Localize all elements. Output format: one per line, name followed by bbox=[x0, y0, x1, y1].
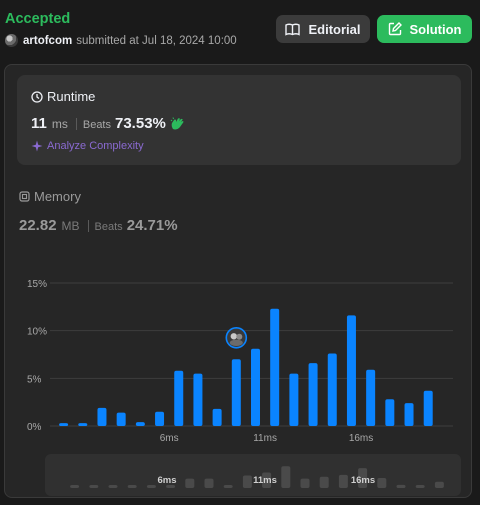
histogram-bar[interactable] bbox=[308, 363, 318, 426]
navigator-tick-label: 6ms bbox=[157, 475, 176, 486]
navigator-bar bbox=[358, 468, 368, 488]
histogram-bar[interactable] bbox=[366, 369, 376, 426]
book-icon bbox=[285, 23, 301, 36]
navigator-bar bbox=[396, 484, 406, 488]
navigator-bar bbox=[185, 478, 195, 488]
runtime-metric: 11 ms Beats 73.53% bbox=[31, 115, 185, 132]
runtime-beats-value: 73.53% bbox=[115, 115, 166, 132]
x-tick-label: 11ms bbox=[253, 433, 277, 444]
navigator-bar bbox=[223, 485, 233, 488]
histogram-bar[interactable] bbox=[289, 373, 299, 426]
y-tick-label: 15% bbox=[27, 279, 47, 290]
histogram-bar[interactable] bbox=[270, 308, 280, 426]
clock-icon bbox=[31, 90, 43, 103]
navigator-chart[interactable]: 6ms 11ms 16ms bbox=[45, 454, 461, 496]
histogram-bar[interactable] bbox=[385, 399, 395, 426]
editorial-label: Editorial bbox=[308, 21, 361, 37]
navigator-bar bbox=[415, 485, 425, 488]
navigator-bar bbox=[204, 478, 214, 488]
y-tick-label: 0% bbox=[27, 422, 42, 433]
histogram-bar[interactable] bbox=[78, 423, 88, 426]
metric-divider bbox=[75, 117, 77, 130]
histogram-bar[interactable] bbox=[251, 348, 260, 426]
memory-beats-label: Beats bbox=[94, 221, 123, 233]
navigator-bar bbox=[377, 478, 387, 488]
navigator-bar bbox=[300, 478, 310, 488]
histogram-bar[interactable] bbox=[423, 390, 433, 426]
navigator-bar bbox=[89, 485, 99, 488]
navigator-bar bbox=[166, 485, 176, 488]
memory-beats-value: 24.71% bbox=[126, 217, 178, 234]
navigator-bar bbox=[242, 475, 252, 488]
histogram-bar[interactable] bbox=[97, 407, 107, 426]
memory-value: 22.82 bbox=[19, 217, 57, 234]
submitted-text: submitted at Jul 18, 2024 10:00 bbox=[76, 34, 237, 47]
navigator-bar bbox=[319, 476, 329, 488]
solution-label: Solution bbox=[409, 21, 462, 37]
solution-button[interactable]: Solution bbox=[377, 15, 472, 43]
navigator-bar bbox=[338, 474, 348, 488]
navigator-tick-label: 16ms bbox=[351, 475, 375, 486]
status-accepted: Accepted bbox=[5, 11, 71, 27]
histogram-bar[interactable] bbox=[155, 411, 165, 426]
chip-icon bbox=[19, 191, 30, 202]
sparkle-icon bbox=[31, 140, 43, 152]
histogram-bar[interactable] bbox=[135, 422, 145, 426]
navigator-bar bbox=[70, 485, 80, 488]
memory-metric: 22.82 MB Beats 24.71% bbox=[19, 217, 178, 234]
runtime-value: 11 bbox=[31, 115, 47, 132]
runtime-beats-label: Beats bbox=[82, 119, 111, 131]
runtime-distribution-chart[interactable]: 0%5%10%15%6ms 11ms 16ms bbox=[5, 65, 473, 455]
histogram-bar[interactable] bbox=[193, 373, 203, 426]
x-tick-label: 16ms bbox=[349, 433, 373, 444]
navigator-bar bbox=[108, 485, 118, 488]
navigator-bar bbox=[127, 485, 137, 488]
navigator-bar bbox=[262, 472, 272, 488]
memory-unit: MB bbox=[61, 219, 80, 233]
runtime-title-label: Runtime bbox=[47, 89, 96, 104]
runtime-title: Runtime bbox=[31, 89, 95, 104]
runtime-card[interactable]: Runtime 11 ms Beats 73.53% Analyze Compl… bbox=[17, 75, 461, 165]
username-link[interactable]: artofcom bbox=[23, 34, 73, 47]
result-panel: Runtime 11 ms Beats 73.53% Analyze Compl… bbox=[4, 64, 472, 498]
submission-info: artofcom submitted at Jul 18, 2024 10:00 bbox=[5, 34, 237, 47]
user-submission-marker[interactable] bbox=[225, 326, 248, 349]
histogram-bar[interactable] bbox=[174, 370, 184, 426]
runtime-unit: ms bbox=[51, 117, 68, 131]
analyze-complexity-link[interactable]: Analyze Complexity bbox=[31, 140, 144, 152]
navigator-tick-label: 11ms bbox=[253, 475, 277, 486]
y-tick-label: 10% bbox=[27, 327, 47, 338]
x-tick-label: 6ms bbox=[160, 433, 179, 444]
memory-title[interactable]: Memory bbox=[19, 189, 81, 204]
navigator-bar bbox=[146, 485, 156, 488]
histogram-bar[interactable] bbox=[116, 412, 126, 426]
avatar[interactable] bbox=[5, 34, 18, 47]
edit-icon bbox=[388, 22, 402, 36]
histogram-bar[interactable] bbox=[231, 359, 241, 426]
analyze-label: Analyze Complexity bbox=[47, 140, 144, 152]
navigator-bar bbox=[281, 466, 291, 488]
metric-divider bbox=[87, 219, 89, 232]
histogram-bar[interactable] bbox=[404, 403, 414, 426]
histogram-bar[interactable] bbox=[346, 315, 356, 426]
histogram-bar[interactable] bbox=[59, 423, 69, 426]
editorial-button[interactable]: Editorial bbox=[276, 15, 370, 43]
chart-range-navigator[interactable]: 6ms 11ms 16ms bbox=[45, 454, 461, 496]
histogram-bar[interactable] bbox=[327, 353, 337, 426]
histogram-bar[interactable] bbox=[212, 408, 222, 426]
clapping-icon bbox=[170, 116, 184, 129]
navigator-bar bbox=[434, 481, 444, 488]
memory-title-label: Memory bbox=[34, 189, 81, 204]
y-tick-label: 5% bbox=[27, 374, 42, 385]
